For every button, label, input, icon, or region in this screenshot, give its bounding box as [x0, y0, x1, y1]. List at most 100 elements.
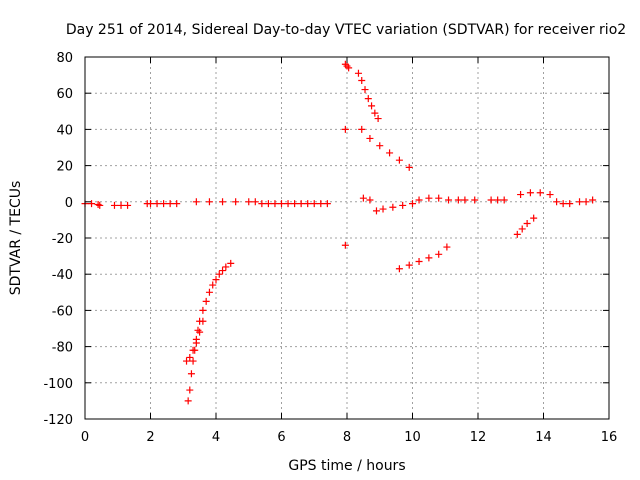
data-point	[94, 201, 102, 209]
data-point	[297, 200, 305, 208]
data-points	[81, 60, 597, 405]
data-point	[209, 281, 217, 289]
data-point	[530, 214, 538, 222]
y-axis-title: SDTVAR / TECUs	[8, 181, 24, 296]
x-tick-label: 12	[470, 430, 487, 445]
data-point	[518, 225, 526, 233]
data-point	[435, 194, 443, 202]
data-point	[553, 198, 561, 206]
data-point	[445, 196, 453, 204]
data-point	[222, 263, 230, 271]
y-tick-label: -80	[52, 341, 73, 356]
data-point	[372, 207, 380, 215]
data-point	[96, 201, 104, 209]
chart-title: Day 251 of 2014, Sidereal Day-to-day VTE…	[66, 22, 626, 38]
x-tick-label: 14	[535, 430, 552, 445]
data-point	[173, 200, 181, 208]
y-tick-label: -120	[43, 413, 73, 428]
data-point	[199, 317, 207, 325]
data-point	[284, 200, 292, 208]
x-tick-label: 2	[146, 430, 154, 445]
data-point	[559, 200, 567, 208]
y-tick-label: 60	[56, 87, 73, 102]
data-point	[147, 200, 154, 208]
y-tick-label: -40	[52, 268, 73, 283]
data-point	[304, 200, 312, 208]
data-point	[386, 149, 394, 157]
data-point	[494, 196, 502, 204]
data-point	[219, 198, 227, 206]
y-tick-labels: 80 60 40 20 0 -20 -40 -60 -80 -100 -120	[43, 51, 73, 428]
x-tick-label: 16	[601, 430, 618, 445]
data-point	[368, 102, 376, 110]
data-point	[443, 243, 451, 251]
data-point	[153, 200, 161, 208]
data-point	[526, 189, 534, 197]
data-point	[251, 198, 259, 206]
data-point	[205, 198, 213, 206]
data-point	[425, 194, 433, 202]
grid-lines	[85, 57, 609, 419]
data-point	[202, 297, 210, 305]
data-point	[110, 201, 118, 209]
data-point	[183, 357, 191, 365]
data-point	[166, 200, 174, 208]
data-point	[186, 386, 194, 394]
data-point	[471, 196, 479, 204]
data-point	[487, 196, 495, 204]
data-point	[395, 156, 403, 164]
data-point	[245, 198, 253, 206]
data-point	[186, 353, 194, 361]
data-point	[343, 62, 351, 70]
data-point	[187, 370, 195, 378]
x-axis-title: GPS time / hours	[288, 458, 405, 474]
data-point	[124, 201, 132, 209]
data-point	[358, 125, 366, 133]
data-point	[364, 95, 372, 103]
data-point	[405, 163, 413, 171]
data-point	[341, 125, 349, 133]
data-point	[160, 200, 168, 208]
data-point	[199, 306, 207, 314]
data-point	[379, 205, 387, 213]
data-point	[361, 86, 369, 94]
data-point	[566, 200, 574, 208]
data-point	[117, 201, 125, 209]
data-point	[278, 200, 285, 208]
x-tick-labels: 0 2 4 6 8 10 12 14 16	[81, 430, 617, 445]
data-point	[215, 270, 223, 278]
data-point	[227, 259, 235, 267]
data-point	[395, 265, 403, 273]
data-point	[582, 198, 590, 206]
data-point	[189, 346, 197, 354]
y-tick-label: 80	[56, 51, 73, 66]
x-tick-label: 10	[404, 430, 421, 445]
data-point	[341, 60, 349, 68]
data-point	[212, 276, 220, 284]
data-point	[589, 196, 597, 204]
data-point	[461, 196, 469, 204]
data-point	[317, 200, 325, 208]
x-tick-label: 6	[277, 430, 285, 445]
data-point	[500, 196, 508, 204]
data-point	[371, 109, 379, 117]
data-point	[374, 115, 382, 123]
axis-ticks	[84, 56, 610, 420]
data-point	[291, 200, 299, 208]
data-point	[232, 198, 240, 206]
data-point	[258, 200, 266, 208]
data-point	[425, 254, 433, 262]
y-tick-label: 0	[65, 196, 73, 211]
data-point	[409, 200, 416, 208]
data-point	[366, 134, 374, 142]
data-point	[196, 328, 204, 336]
data-point	[454, 196, 462, 204]
data-point	[513, 230, 521, 238]
y-tick-label: -60	[52, 304, 73, 319]
data-point	[415, 196, 423, 204]
data-point	[354, 69, 362, 77]
data-point	[389, 203, 397, 211]
x-tick-label: 8	[343, 430, 351, 445]
data-point	[345, 64, 353, 72]
